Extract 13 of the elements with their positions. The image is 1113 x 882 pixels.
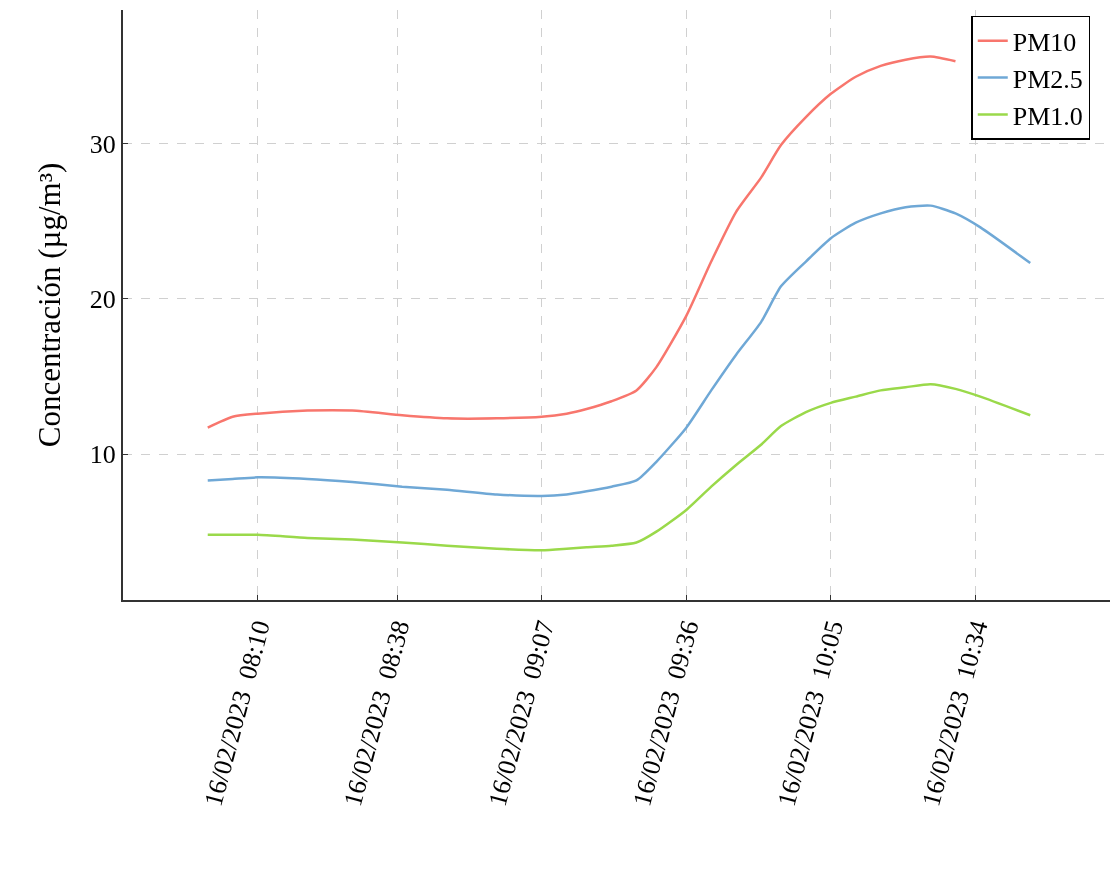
line-series [206,204,1032,498]
x-tick-label: 16/02/2023 08:10 [198,617,276,810]
line-series [206,55,957,429]
line-series [206,382,1032,552]
legend-label: PM1.0 [1012,101,1083,131]
legend-label: PM10 [1012,27,1077,57]
y-axis-title: Concentración (µg/m³) [31,162,67,448]
y-tick-label: 20 [89,284,116,314]
y-tick-label: 10 [89,440,116,470]
legend-label: PM2.5 [1012,64,1083,94]
x-tick-label: 16/02/2023 10:34 [916,617,994,810]
x-tick-label: 16/02/2023 09:36 [627,617,705,810]
y-tick-label: 30 [89,129,116,159]
